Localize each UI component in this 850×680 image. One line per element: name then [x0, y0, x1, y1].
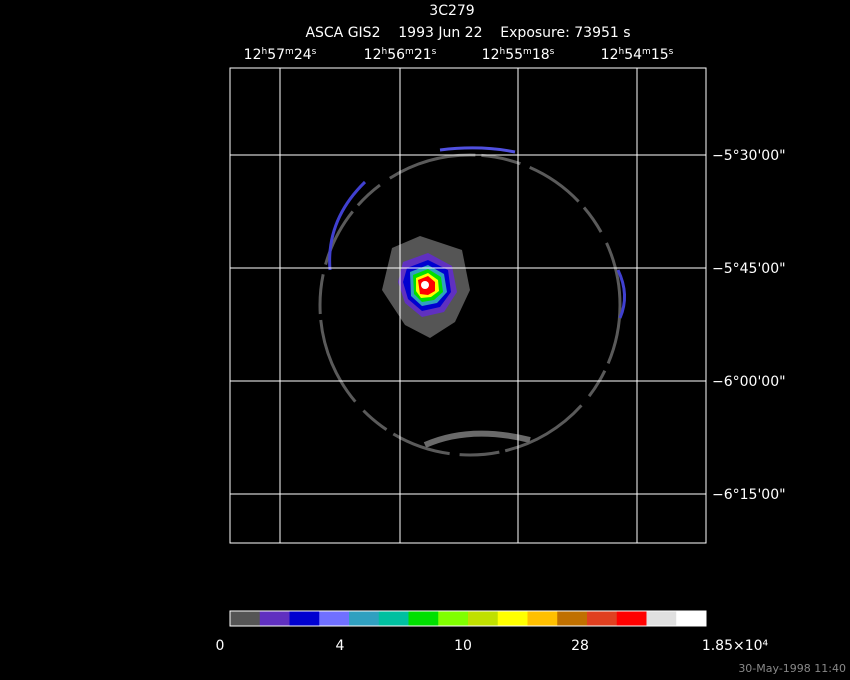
dec-label: −5°30'00": [712, 148, 786, 164]
colorbar-swatch: [557, 611, 588, 626]
colorbar-swatch: [259, 611, 290, 626]
colorbar-swatch: [527, 611, 558, 626]
coordinate-grid: [229, 67, 707, 544]
timestamp: 30-May-1998 11:40: [738, 662, 846, 675]
colorbar-swatch: [646, 611, 677, 626]
colorbar-swatch: [497, 611, 528, 626]
colorbar-swatch: [676, 611, 707, 626]
colorbar-swatch: [468, 611, 499, 626]
ra-label: 12h56m21s: [364, 47, 437, 63]
ra-label: 12h54m15s: [601, 47, 674, 63]
ra-label: 12h55m18s: [482, 47, 555, 63]
dec-label: −5°45'00": [712, 261, 786, 277]
ring-edge: [616, 269, 626, 319]
colorbar-label: 28: [571, 638, 589, 654]
ring-edge: [439, 146, 516, 154]
dec-label: −6°15'00": [712, 487, 786, 503]
colorbar-swatch: [230, 611, 261, 626]
dec-label: −6°00'00": [712, 374, 786, 390]
colorbar-swatch: [438, 611, 469, 626]
colorbar-swatch: [349, 611, 380, 626]
colorbar-label: 0: [216, 638, 225, 654]
colorbar-swatch: [378, 611, 409, 626]
image: [318, 146, 626, 457]
colorbar-swatch: [408, 611, 439, 626]
colorbar-frame: [229, 610, 707, 627]
colorbar-label: 10: [454, 638, 472, 654]
colorbar-swatch: [289, 611, 320, 626]
colorbar-swatch: [319, 611, 350, 626]
subtitle: ASCA GIS2 1993 Jun 22 Exposure: 73951 s: [305, 25, 630, 41]
source-peak: [421, 281, 429, 289]
ra-label: 12h57m24s: [244, 47, 317, 63]
colorbar-swatch: [587, 611, 618, 626]
ring-edge: [328, 180, 367, 271]
colorbar-swatch: [616, 611, 647, 626]
frame: [229, 67, 707, 544]
colorbar-label: 4: [336, 638, 345, 654]
colorbar-label: 1.85×10⁴: [702, 638, 769, 654]
title: 3C279: [429, 3, 474, 19]
ring-edge: [423, 430, 531, 448]
